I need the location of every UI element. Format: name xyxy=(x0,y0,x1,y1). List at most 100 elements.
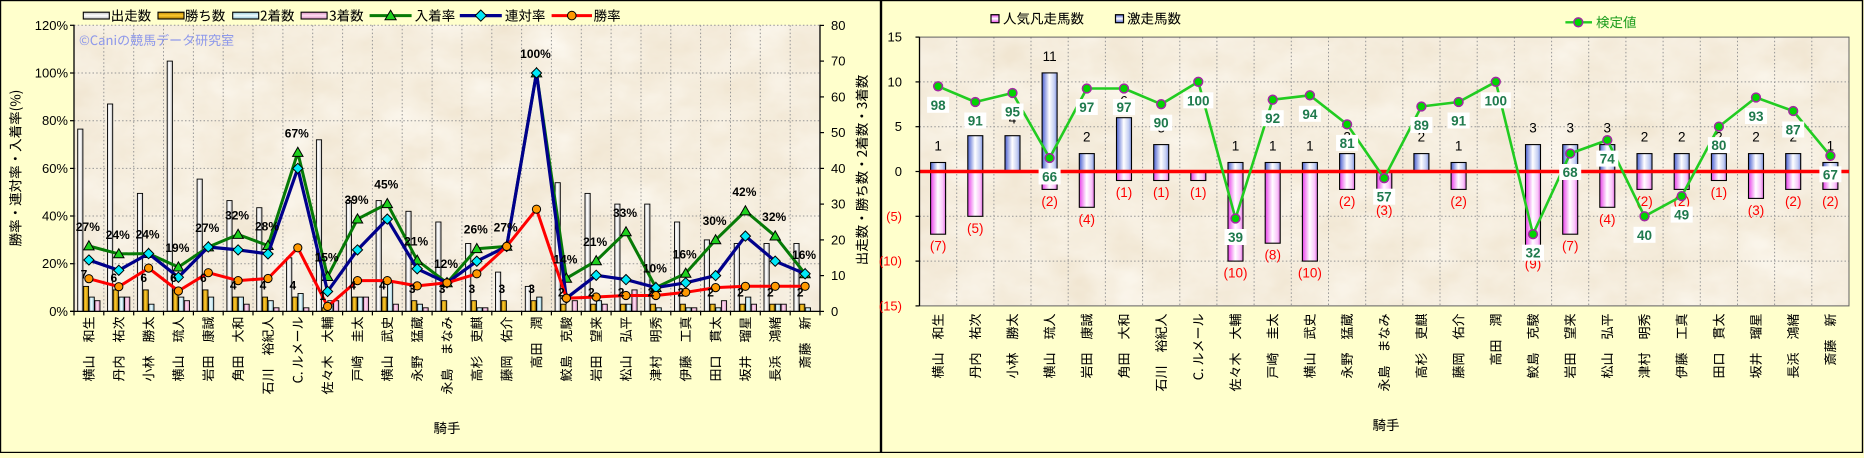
svg-text:100%: 100% xyxy=(520,47,551,61)
svg-text:27%: 27% xyxy=(76,220,100,234)
svg-text:24%: 24% xyxy=(106,228,130,242)
svg-text:40: 40 xyxy=(831,161,845,176)
svg-text:2: 2 xyxy=(737,285,744,299)
svg-text:(2): (2) xyxy=(1339,194,1356,209)
svg-text:70: 70 xyxy=(831,54,845,69)
svg-text:(2): (2) xyxy=(1785,194,1802,209)
svg-text:(1): (1) xyxy=(1711,185,1728,200)
svg-text:120%: 120% xyxy=(35,18,69,33)
svg-text:3: 3 xyxy=(498,282,505,296)
svg-text:27%: 27% xyxy=(195,221,219,235)
svg-text:81: 81 xyxy=(1340,136,1356,151)
svg-text:97: 97 xyxy=(1116,100,1131,115)
svg-text:3: 3 xyxy=(439,282,446,296)
svg-text:49: 49 xyxy=(1674,208,1689,223)
svg-text:5: 5 xyxy=(895,119,902,134)
svg-text:32%: 32% xyxy=(762,210,786,224)
svg-text:3: 3 xyxy=(528,282,535,296)
svg-text:16%: 16% xyxy=(673,247,697,261)
svg-text:(10): (10) xyxy=(879,254,902,269)
svg-text:66: 66 xyxy=(1042,170,1058,185)
svg-text:3: 3 xyxy=(409,282,416,296)
svg-text:45%: 45% xyxy=(374,178,398,192)
svg-text:89: 89 xyxy=(1414,118,1429,133)
svg-text:74: 74 xyxy=(1600,152,1616,167)
svg-text:68: 68 xyxy=(1563,165,1579,180)
svg-text:2: 2 xyxy=(767,285,774,299)
svg-text:1: 1 xyxy=(1306,139,1314,154)
svg-text:60%: 60% xyxy=(42,161,68,176)
svg-text:91: 91 xyxy=(1451,114,1467,129)
svg-text:3: 3 xyxy=(469,282,476,296)
svg-text:0%: 0% xyxy=(49,304,68,319)
svg-text:(7): (7) xyxy=(930,239,947,254)
svg-text:4: 4 xyxy=(260,278,267,292)
svg-text:12%: 12% xyxy=(434,257,458,271)
svg-text:(15): (15) xyxy=(879,298,902,313)
svg-text:39: 39 xyxy=(1228,230,1243,245)
svg-text:40: 40 xyxy=(1637,228,1652,243)
svg-text:(3): (3) xyxy=(1748,203,1765,218)
svg-text:11: 11 xyxy=(1043,49,1057,64)
svg-text:(3): (3) xyxy=(1376,203,1393,218)
svg-text:1: 1 xyxy=(934,139,942,154)
svg-text:4: 4 xyxy=(349,278,356,292)
svg-text:92: 92 xyxy=(1265,111,1280,126)
svg-text:(2): (2) xyxy=(1822,194,1839,209)
svg-text:0: 0 xyxy=(895,164,902,179)
svg-text:2: 2 xyxy=(1678,130,1686,145)
svg-text:94: 94 xyxy=(1302,107,1318,122)
svg-text:3: 3 xyxy=(1604,121,1612,136)
svg-text:2: 2 xyxy=(588,285,595,299)
svg-text:15: 15 xyxy=(888,30,902,45)
svg-text:15%: 15% xyxy=(315,251,339,265)
svg-text:21%: 21% xyxy=(404,234,428,248)
svg-text:2: 2 xyxy=(1083,130,1091,145)
svg-text:4: 4 xyxy=(379,278,386,292)
svg-text:20%: 20% xyxy=(42,256,68,271)
svg-text:2: 2 xyxy=(677,285,684,299)
svg-text:1: 1 xyxy=(1455,139,1463,154)
svg-text:(5): (5) xyxy=(967,221,984,236)
svg-text:1: 1 xyxy=(1232,139,1240,154)
svg-text:(1): (1) xyxy=(1153,185,1170,200)
svg-text:91: 91 xyxy=(968,114,984,129)
svg-text:42%: 42% xyxy=(732,185,756,199)
svg-text:60: 60 xyxy=(831,89,845,104)
svg-text:6: 6 xyxy=(200,271,207,285)
svg-text:95: 95 xyxy=(1005,105,1021,120)
svg-text:2: 2 xyxy=(558,285,565,299)
svg-text:(2): (2) xyxy=(1041,194,1058,209)
svg-text:2: 2 xyxy=(707,285,714,299)
svg-text:26%: 26% xyxy=(464,223,488,237)
svg-text:40%: 40% xyxy=(42,209,68,224)
svg-text:16%: 16% xyxy=(792,248,816,262)
svg-text:10%: 10% xyxy=(643,262,667,276)
svg-text:67: 67 xyxy=(1823,167,1838,182)
svg-text:3: 3 xyxy=(1566,121,1574,136)
svg-text:98: 98 xyxy=(931,98,947,113)
svg-text:87: 87 xyxy=(1786,123,1801,138)
svg-text:(2): (2) xyxy=(1450,194,1467,209)
svg-text:(1): (1) xyxy=(1190,185,1207,200)
svg-text:(4): (4) xyxy=(1599,212,1616,227)
svg-text:100: 100 xyxy=(1187,93,1210,108)
svg-text:19%: 19% xyxy=(165,241,189,255)
svg-text:1: 1 xyxy=(1827,139,1835,154)
svg-text:1: 1 xyxy=(319,289,326,303)
svg-text:27%: 27% xyxy=(494,220,518,234)
svg-text:4: 4 xyxy=(290,278,297,292)
svg-text:2: 2 xyxy=(797,285,804,299)
svg-text:2: 2 xyxy=(618,285,625,299)
svg-text:6: 6 xyxy=(110,271,117,285)
svg-text:2: 2 xyxy=(1752,130,1760,145)
svg-text:93: 93 xyxy=(1748,109,1764,124)
svg-text:7: 7 xyxy=(81,268,88,282)
svg-text:4: 4 xyxy=(230,278,237,292)
svg-text:39%: 39% xyxy=(344,193,368,207)
svg-text:24%: 24% xyxy=(136,228,160,242)
svg-text:50: 50 xyxy=(831,125,845,140)
svg-text:67%: 67% xyxy=(285,127,309,141)
svg-text:30%: 30% xyxy=(703,214,727,228)
svg-text:2: 2 xyxy=(1418,130,1426,145)
